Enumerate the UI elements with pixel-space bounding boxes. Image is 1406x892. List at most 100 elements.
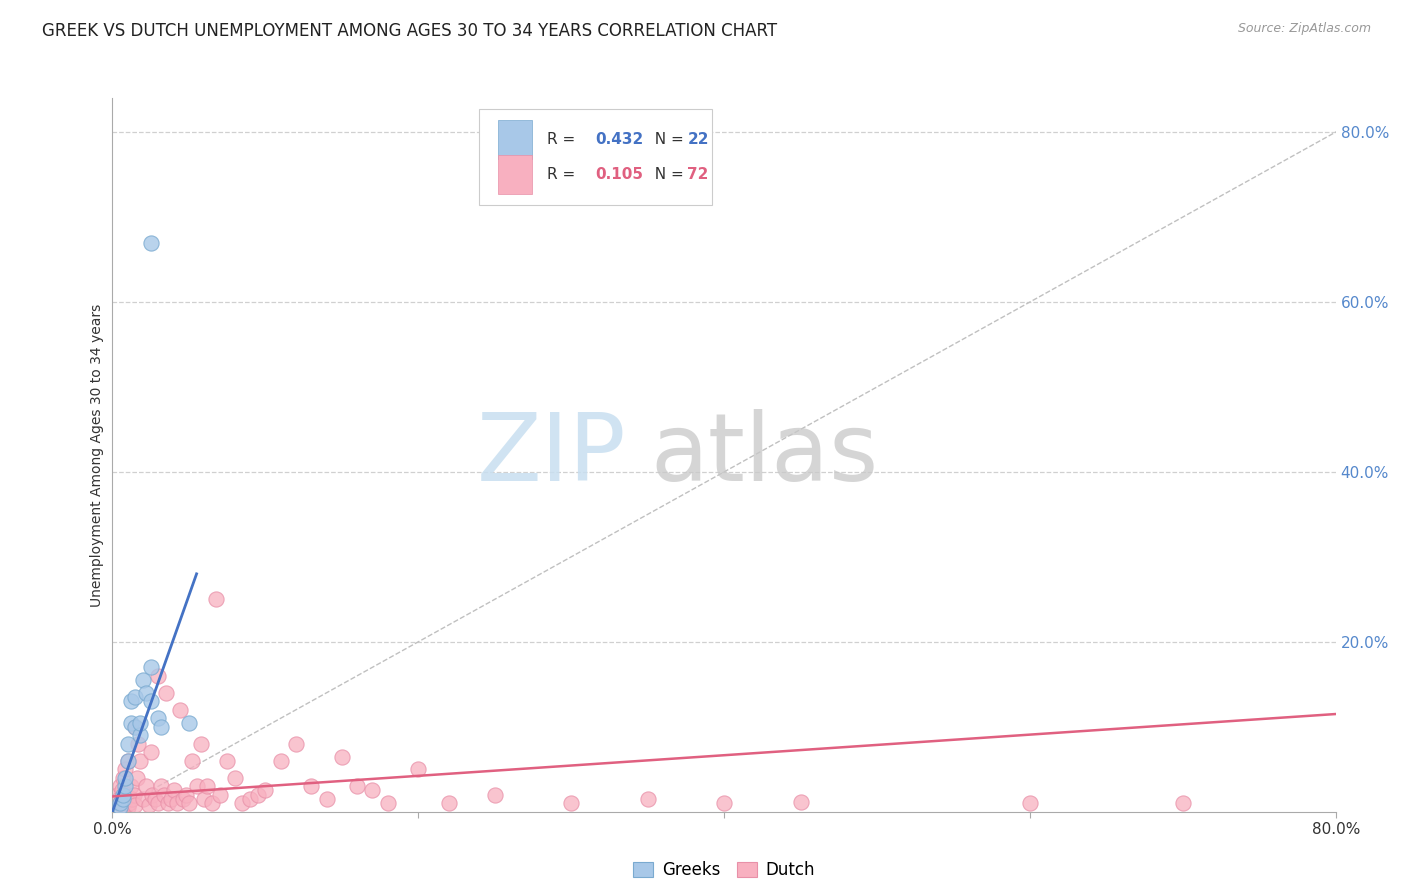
Point	[138, 797, 160, 812]
Point	[129, 754, 152, 768]
Point	[117, 754, 139, 768]
Point	[112, 771, 135, 785]
Point	[201, 796, 224, 810]
Point	[127, 737, 149, 751]
Point	[153, 788, 176, 802]
Point	[114, 771, 136, 785]
Point	[148, 669, 170, 683]
Point	[148, 711, 170, 725]
Point	[114, 762, 136, 776]
Point	[120, 779, 142, 793]
Text: Source: ZipAtlas.com: Source: ZipAtlas.com	[1237, 22, 1371, 36]
Point	[139, 660, 162, 674]
Point	[139, 694, 162, 708]
Point	[166, 796, 188, 810]
Point	[111, 797, 134, 812]
Point	[112, 792, 135, 806]
Point	[163, 783, 186, 797]
Point	[560, 796, 582, 810]
Point	[120, 694, 142, 708]
Point	[181, 754, 204, 768]
Point	[118, 796, 141, 810]
FancyBboxPatch shape	[479, 109, 711, 205]
Point	[174, 788, 197, 802]
Point	[186, 779, 208, 793]
Text: atlas: atlas	[651, 409, 879, 501]
Point	[129, 728, 152, 742]
Point	[124, 720, 146, 734]
Text: R =: R =	[547, 167, 579, 182]
Point	[135, 779, 157, 793]
Point	[361, 783, 384, 797]
Point	[129, 715, 152, 730]
Point	[117, 800, 139, 814]
Point	[789, 795, 811, 809]
Point	[124, 690, 146, 704]
Point	[177, 796, 200, 810]
Point	[114, 795, 136, 809]
Point	[124, 797, 146, 812]
Point	[132, 792, 155, 806]
Point	[246, 788, 269, 802]
Point	[150, 779, 173, 793]
Text: ZIP: ZIP	[477, 409, 626, 501]
Legend: Greeks, Dutch: Greeks, Dutch	[627, 855, 821, 886]
Point	[205, 592, 228, 607]
Text: GREEK VS DUTCH UNEMPLOYMENT AMONG AGES 30 TO 34 YEARS CORRELATION CHART: GREEK VS DUTCH UNEMPLOYMENT AMONG AGES 3…	[42, 22, 778, 40]
Point	[132, 673, 155, 687]
Point	[377, 796, 399, 810]
FancyBboxPatch shape	[498, 120, 531, 160]
Text: N =: N =	[644, 132, 688, 147]
Point	[330, 749, 353, 764]
Y-axis label: Unemployment Among Ages 30 to 34 years: Unemployment Among Ages 30 to 34 years	[90, 303, 104, 607]
FancyBboxPatch shape	[498, 154, 531, 194]
Point	[270, 754, 292, 768]
Point	[177, 715, 200, 730]
Point	[159, 792, 181, 806]
Point	[408, 762, 430, 776]
Point	[1018, 796, 1040, 810]
Point	[112, 800, 135, 814]
Point	[125, 771, 148, 785]
Point	[193, 792, 215, 806]
Point	[124, 720, 146, 734]
Point	[139, 235, 162, 250]
Point	[437, 796, 460, 810]
Point	[169, 703, 191, 717]
Text: N =: N =	[644, 167, 688, 182]
Point	[208, 788, 231, 802]
Point	[139, 745, 162, 759]
Text: 72: 72	[688, 167, 709, 182]
Point	[239, 792, 262, 806]
Point	[190, 737, 212, 751]
Point	[122, 788, 145, 802]
Text: 22: 22	[688, 132, 709, 147]
Point	[254, 783, 277, 797]
Point	[112, 788, 135, 802]
Point	[105, 788, 128, 802]
Text: 0.105: 0.105	[596, 167, 644, 182]
Point	[217, 754, 239, 768]
Point	[108, 796, 131, 810]
Point	[107, 792, 129, 806]
Point	[121, 792, 143, 806]
Point	[1171, 796, 1194, 810]
Point	[111, 783, 134, 797]
Point	[224, 771, 246, 785]
Point	[231, 796, 253, 810]
Point	[284, 737, 308, 751]
Point	[156, 796, 179, 810]
Point	[114, 779, 136, 793]
Point	[299, 779, 322, 793]
Point	[155, 686, 177, 700]
Point	[150, 720, 173, 734]
Point	[713, 796, 735, 810]
Text: R =: R =	[547, 132, 579, 147]
Point	[346, 779, 368, 793]
Point	[484, 788, 506, 802]
Point	[108, 779, 131, 793]
Point	[141, 788, 163, 802]
Point	[117, 737, 139, 751]
Point	[108, 796, 131, 810]
Point	[115, 792, 138, 806]
